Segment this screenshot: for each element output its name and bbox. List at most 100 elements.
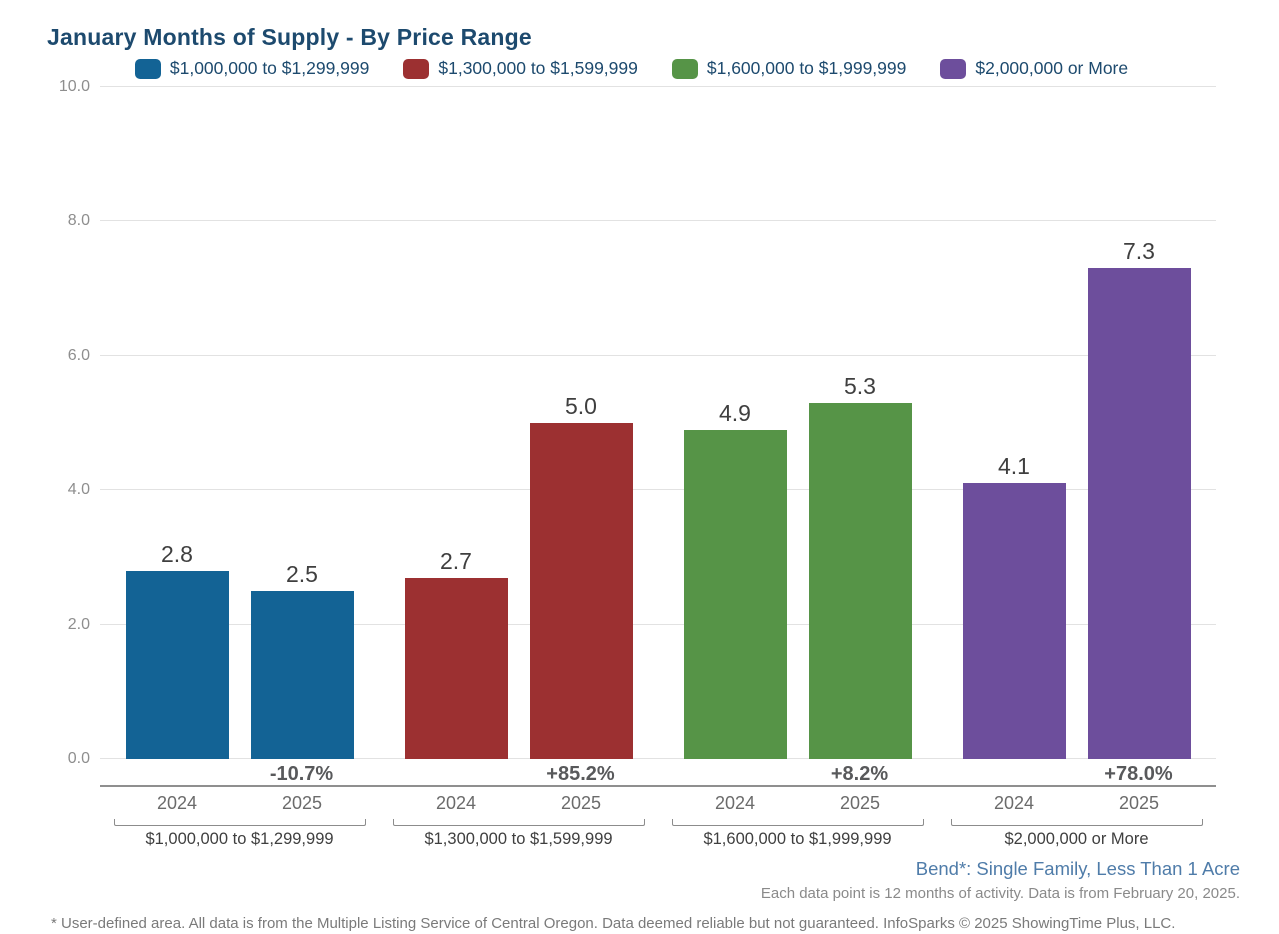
data-note: Each data point is 12 months of activity… (760, 885, 1240, 902)
gridline (100, 354, 1216, 356)
page-title: January Months of Supply - By Price Rang… (47, 24, 532, 50)
bar-value-label: 5.3 (844, 372, 876, 399)
bar-value-label: 7.3 (1123, 238, 1155, 265)
pct-change-row: -10.7% +85.2% +8.2% +78.0% (100, 759, 1216, 787)
year-labels-slot: 2024 2025 (658, 787, 937, 819)
bar-column: 2.7 (404, 547, 508, 759)
y-tick-label: 6.0 (67, 346, 90, 364)
bar[interactable] (404, 577, 508, 759)
group-bracket (671, 819, 924, 826)
group-label: $1,000,000 to $1,299,999 (145, 830, 334, 848)
pct-change-label: -10.7% (269, 763, 334, 785)
group-bracket (950, 819, 1203, 826)
pct-change-slot: +85.2% (379, 759, 658, 785)
bar-group: 2.7 5.0 (379, 87, 658, 759)
group-label: $1,300,000 to $1,599,999 (424, 830, 613, 848)
legend: $1,000,000 to $1,299,999 $1,300,000 to $1… (47, 58, 1216, 79)
legend-item[interactable]: $2,000,000 or More (940, 58, 1128, 79)
area-label: Bend*: Single Family, Less Than 1 Acre (915, 858, 1240, 879)
bar[interactable] (683, 429, 787, 759)
footnote: * User-defined area. All data is from th… (51, 915, 1176, 932)
bar-column: 4.1 (962, 453, 1066, 759)
bar-value-label: 4.9 (719, 399, 751, 426)
gridline (100, 623, 1216, 625)
year-label: 2025 (839, 793, 881, 813)
gridline (100, 220, 1216, 222)
bar-value-label: 4.1 (998, 453, 1030, 480)
group-labels-row: $1,000,000 to $1,299,999 $1,300,000 to $1… (100, 826, 1216, 849)
bar-groups: 2.8 2.5 2.7 5.0 4.9 5.3 4.1 7.3 (100, 87, 1216, 759)
chart: 0.0 2.0 4.0 6.0 8.0 10.0 2.8 2.5 2.7 5.0 4.9 5.3 4.… (47, 78, 1216, 767)
y-tick-label: 10.0 (58, 78, 90, 95)
bar-value-label: 5.0 (565, 393, 597, 419)
group-label-slot: $1,300,000 to $1,599,999 (379, 826, 658, 849)
group-bracket (113, 819, 366, 826)
pct-change-label: +8.2% (830, 763, 889, 785)
pct-change-label: +85.2% (546, 763, 615, 785)
bar[interactable] (962, 483, 1066, 759)
group-brackets-row (100, 819, 1216, 826)
year-label: 2024 (156, 793, 198, 813)
bar-column: 5.0 (529, 393, 633, 759)
year-labels-slot: 2024 2025 (937, 787, 1216, 819)
bar-group: 4.1 7.3 (937, 87, 1216, 759)
gridline (100, 758, 1216, 759)
bar-column: 4.9 (683, 399, 787, 759)
legend-swatch-icon (671, 58, 698, 79)
x-axis-area: -10.7% +85.2% +8.2% +78.0% 2024 2025 2024 2025… (100, 759, 1216, 849)
year-label: 2025 (281, 793, 323, 813)
group-label-slot: $2,000,000 or More (937, 826, 1216, 849)
legend-item[interactable]: $1,300,000 to $1,599,999 (403, 58, 638, 79)
legend-swatch-icon (134, 58, 161, 79)
year-label: 2024 (435, 793, 477, 813)
year-labels-slot: 2024 2025 (379, 787, 658, 819)
bar-value-label: 2.7 (440, 547, 472, 574)
group-bracket (392, 819, 645, 826)
y-axis: 0.0 2.0 4.0 6.0 8.0 10.0 (47, 78, 100, 767)
gridline (100, 489, 1216, 491)
pct-change-label: +78.0% (1104, 763, 1173, 785)
group-label-slot: $1,000,000 to $1,299,999 (100, 826, 379, 849)
legend-swatch-icon (403, 58, 430, 79)
plot-area: 2.8 2.5 2.7 5.0 4.9 5.3 4.1 7.3 (100, 86, 1216, 759)
legend-label: $1,600,000 to $1,999,999 (706, 58, 907, 78)
bar-column: 2.5 (250, 561, 354, 759)
bar-group: 2.8 2.5 (100, 87, 379, 759)
bracket-slot (100, 819, 379, 826)
bar[interactable] (250, 591, 354, 759)
group-label-slot: $1,600,000 to $1,999,999 (658, 826, 937, 849)
bar[interactable] (808, 402, 912, 759)
legend-item[interactable]: $1,000,000 to $1,299,999 (134, 58, 370, 79)
group-label: $1,600,000 to $1,999,999 (703, 830, 892, 848)
bar[interactable] (125, 570, 229, 759)
bar-column: 7.3 (1087, 238, 1191, 759)
pct-change-slot: +8.2% (658, 759, 937, 785)
legend-label: $1,300,000 to $1,599,999 (438, 58, 638, 78)
y-tick-label: 0.0 (67, 750, 90, 767)
bar[interactable] (529, 423, 633, 759)
bracket-slot (937, 819, 1216, 826)
gridline (100, 86, 1216, 87)
year-labels-slot: 2024 2025 (100, 787, 379, 819)
bar[interactable] (1087, 268, 1191, 759)
bar-group: 4.9 5.3 (658, 87, 937, 759)
legend-label: $2,000,000 or More (975, 58, 1129, 78)
bracket-slot (379, 819, 658, 826)
bracket-slot (658, 819, 937, 826)
pct-change-slot: -10.7% (100, 759, 379, 785)
y-tick-label: 4.0 (67, 481, 90, 499)
bar-value-label: 2.5 (286, 561, 318, 587)
y-tick-label: 2.0 (67, 615, 90, 633)
group-label: $2,000,000 or More (1004, 830, 1149, 848)
legend-label: $1,000,000 to $1,299,999 (169, 58, 370, 78)
year-label: 2024 (714, 793, 756, 813)
year-label: 2024 (993, 793, 1035, 813)
year-label: 2025 (1118, 793, 1160, 813)
y-tick-label: 8.0 (67, 212, 90, 230)
bar-column: 2.8 (125, 540, 229, 759)
legend-swatch-icon (940, 58, 967, 79)
pct-change-slot: +78.0% (937, 759, 1216, 785)
legend-item[interactable]: $1,600,000 to $1,999,999 (671, 58, 907, 79)
bar-value-label: 2.8 (161, 540, 193, 567)
